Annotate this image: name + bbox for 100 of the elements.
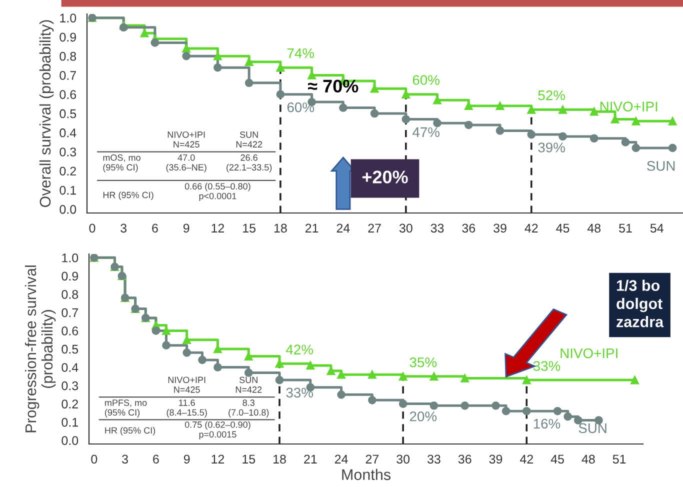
y-axis-title: Overall survival (probability) [39, 20, 54, 208]
x-tick-label: 54 [650, 224, 664, 233]
x-tick-label: 3 [122, 454, 128, 464]
point [276, 90, 285, 99]
x-tick-label: 24 [334, 454, 348, 464]
x-tick-label: 18 [274, 454, 286, 464]
point [370, 109, 379, 118]
point [214, 363, 222, 372]
point [198, 356, 206, 364]
x-tick-label: 12 [212, 224, 224, 232]
x-tick-label: 30 [396, 454, 410, 464]
point [244, 352, 253, 360]
point [368, 370, 376, 379]
annotation: HR (95% CI) [105, 427, 156, 436]
annotation: 8.3 (7.0–10.8) [228, 400, 269, 418]
point [430, 401, 438, 410]
point [502, 406, 510, 416]
x-tick-label: 0 [89, 224, 96, 233]
x-tick-label: 33 [430, 224, 444, 233]
x-tick-label: 6 [152, 224, 158, 233]
x-tick-label: 39 [489, 454, 502, 464]
point [553, 406, 562, 416]
annotation: 47.0 (35.6–NE) [166, 154, 206, 172]
y-tick-label: 0.3 [62, 381, 78, 390]
point [527, 106, 536, 114]
annotation: 74% [287, 48, 314, 58]
point [337, 390, 346, 399]
point [433, 118, 442, 128]
series-label: SUN [647, 160, 675, 171]
annotation: 26.6 (22.1–33.5) [226, 154, 272, 172]
annotation: 42% [286, 344, 313, 354]
point [398, 372, 408, 381]
point [574, 416, 582, 424]
point [522, 406, 531, 416]
annotation: 33% [533, 361, 560, 371]
x-tick-label: 45 [556, 224, 570, 233]
x-tick-label: 15 [243, 224, 256, 233]
point [630, 376, 639, 384]
point [590, 134, 598, 143]
x-tick-label: 21 [305, 224, 318, 232]
x-tick-label: 33 [427, 454, 440, 464]
y-tick-label: 0.5 [60, 109, 76, 118]
point [558, 132, 567, 141]
y-tick-label: 0.5 [62, 344, 78, 354]
point [527, 130, 536, 139]
y-tick-label: 0.1 [60, 186, 76, 195]
x-tick-label: 51 [619, 224, 632, 233]
annotation: SUN N=422 [236, 131, 262, 148]
x-tick-label: 48 [582, 454, 595, 464]
annotation: +20% [362, 170, 408, 184]
x-tick-label: 15 [242, 454, 256, 464]
point [306, 361, 315, 370]
point [339, 104, 348, 112]
point [308, 71, 316, 80]
annotation: ≈ 70% [308, 80, 358, 93]
point [140, 28, 149, 38]
x-tick-label: 6 [153, 454, 159, 464]
annotation: HR (95% CI) [103, 192, 154, 200]
point [398, 400, 408, 408]
y-axis-title: Progression-free survival (probability) [24, 266, 56, 432]
annotation: mOS, mo (95% CI) [103, 154, 140, 172]
x-tick-label: 27 [366, 454, 379, 464]
annotation: 0.66 (0.55–0.80) p<0.0001 [184, 182, 250, 202]
y-tick-label: 0.4 [60, 128, 76, 138]
y-tick-label: 0.2 [60, 166, 76, 176]
x-tick-label: 12 [212, 454, 224, 464]
point [464, 102, 473, 110]
point [460, 374, 470, 382]
point [402, 115, 410, 124]
x-tick-label: 3 [120, 224, 127, 233]
point [632, 144, 640, 152]
point [430, 372, 438, 381]
series-label: NIVO+IPI [600, 102, 658, 112]
y-tick-label: 1.0 [60, 14, 76, 22]
annotation: 60% [412, 75, 440, 85]
annotation: 16% [534, 418, 560, 429]
annotation: NIVO+IPI N=425 [168, 131, 205, 148]
y-tick-label: 0.1 [62, 418, 78, 427]
annotation: SUN N=422 [236, 376, 262, 393]
point [621, 138, 630, 146]
point [368, 396, 376, 404]
point [244, 78, 254, 88]
point [492, 401, 500, 410]
point [522, 376, 531, 384]
annotation: 20% [410, 411, 437, 422]
x-tick-label: 30 [399, 224, 412, 233]
x-tick-label: 27 [368, 224, 381, 232]
annotation: 39% [538, 142, 565, 152]
annotation: 60% [287, 102, 314, 112]
annotation: 35% [410, 357, 437, 368]
point [162, 341, 170, 350]
y-tick-label: 0.9 [62, 272, 78, 281]
point [182, 348, 191, 357]
annotation: 33% [286, 388, 313, 398]
point [182, 44, 190, 53]
y-tick-label: 0.2 [62, 400, 78, 408]
point [214, 63, 222, 72]
y-tick-label: 0.8 [60, 52, 76, 61]
y-tick-label: 0.8 [62, 290, 78, 299]
x-tick-label: 39 [494, 224, 506, 233]
